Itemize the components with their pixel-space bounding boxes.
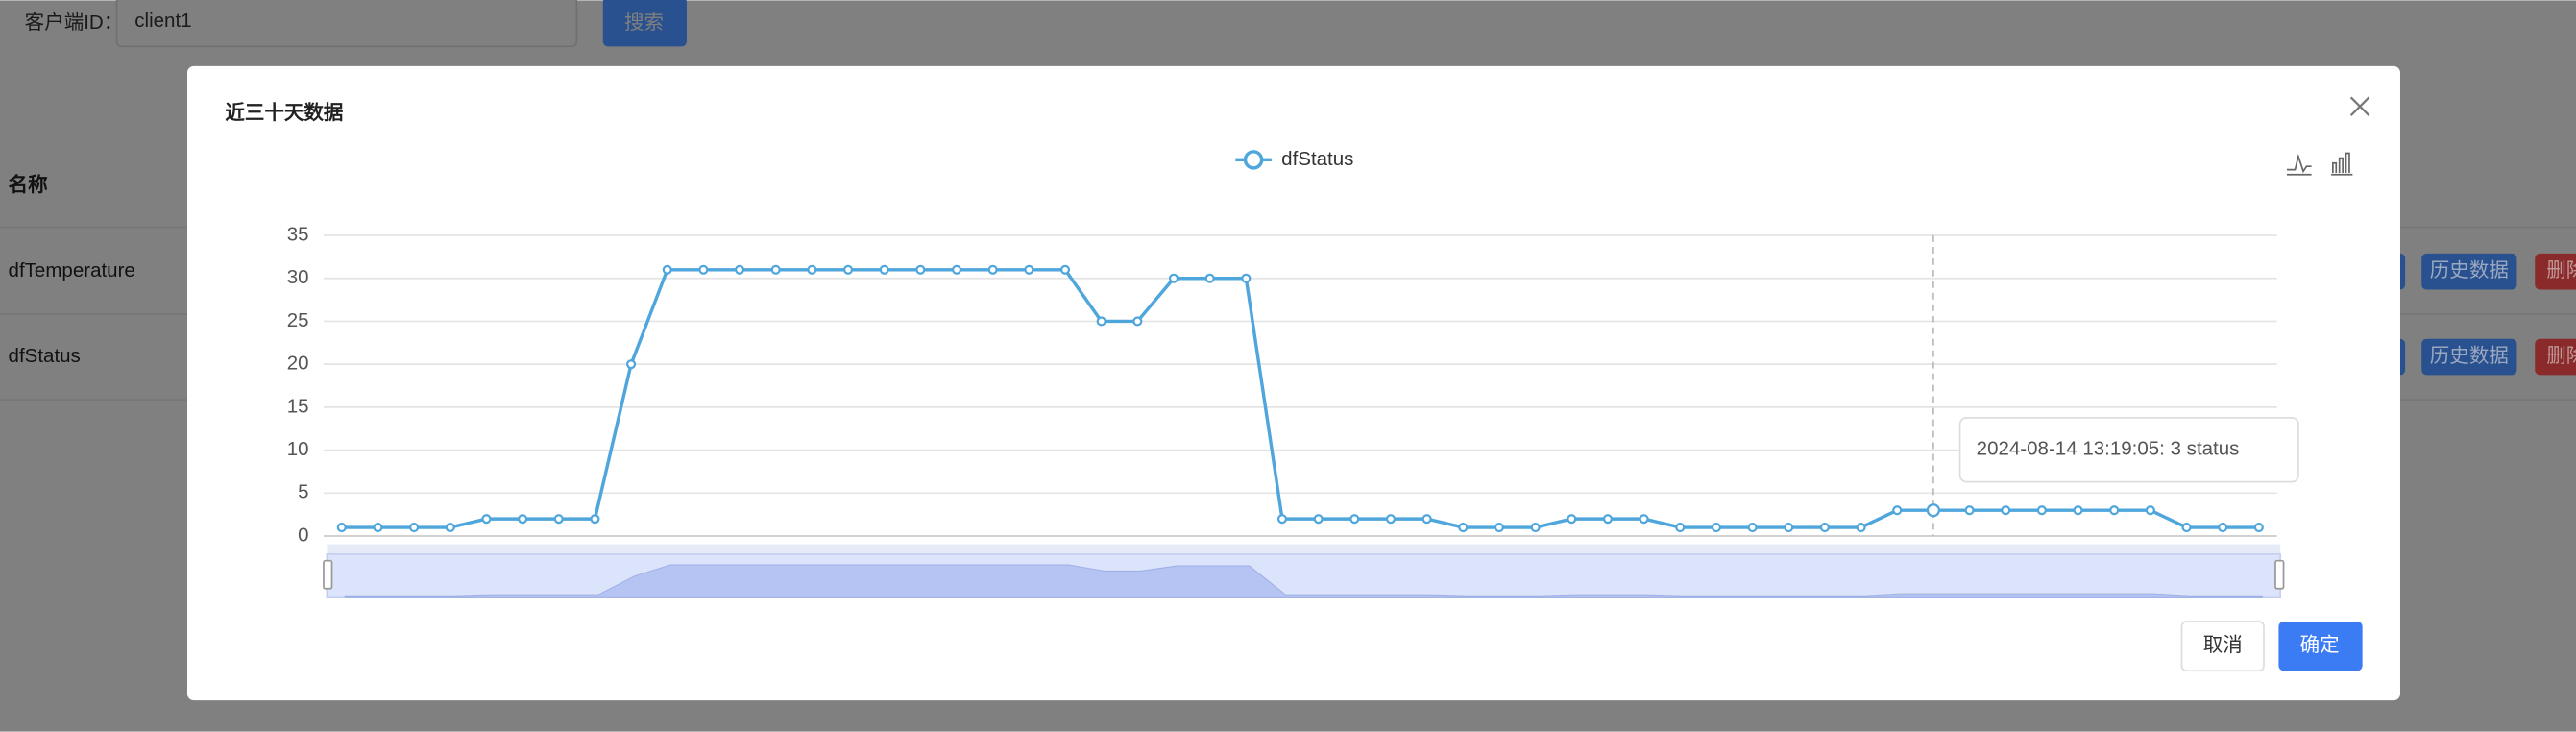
confirm-text: 确定 bbox=[2300, 634, 2340, 656]
data-point bbox=[1096, 316, 1106, 327]
legend-marker bbox=[1243, 150, 1264, 170]
y-tick-label: 15 bbox=[287, 395, 309, 417]
data-point bbox=[1059, 264, 1071, 275]
y-tick-label: 35 bbox=[287, 223, 309, 245]
data-point bbox=[2218, 523, 2228, 533]
data-point bbox=[553, 514, 564, 525]
row-name: dfStatus bbox=[9, 345, 81, 367]
data-point bbox=[1639, 514, 1649, 525]
cancel-text: 取消 bbox=[2203, 634, 2243, 656]
data-point bbox=[1602, 514, 1613, 525]
data-point bbox=[409, 523, 420, 533]
data-point bbox=[1747, 523, 1758, 533]
data-point bbox=[1168, 273, 1179, 283]
delete-button[interactable] bbox=[2535, 338, 2576, 376]
zoom-handle bbox=[323, 559, 333, 590]
data-point bbox=[1567, 514, 1577, 525]
bar-switch-icon[interactable] bbox=[2331, 152, 2353, 176]
data-point bbox=[2109, 505, 2120, 516]
data-point bbox=[2036, 505, 2047, 516]
data-point bbox=[1132, 316, 1143, 327]
data-point bbox=[770, 264, 781, 275]
delete-text: 删除 bbox=[2546, 345, 2576, 367]
search-input-text: client1 bbox=[134, 10, 191, 32]
data-point bbox=[987, 264, 998, 275]
data-point bbox=[1241, 273, 1252, 283]
y-tick-label: 30 bbox=[287, 266, 309, 288]
data-point bbox=[915, 264, 926, 275]
data-point bbox=[1675, 523, 1686, 533]
data-point bbox=[1926, 503, 1941, 518]
modal-title: 近三十天数据 bbox=[225, 101, 344, 124]
y-tick-label: 20 bbox=[287, 353, 309, 375]
data-point bbox=[1964, 505, 1975, 516]
data-point bbox=[2001, 505, 2011, 516]
zoom-handle bbox=[2274, 559, 2285, 590]
tooltip-text: 2024-08-14 13:19:05: 3 status bbox=[1977, 438, 2240, 460]
search-button-text: 搜索 bbox=[624, 12, 664, 34]
search-input[interactable] bbox=[115, 0, 578, 48]
data-point bbox=[336, 523, 347, 533]
delete-button[interactable] bbox=[2535, 253, 2576, 290]
data-point bbox=[518, 514, 528, 525]
row-name: dfTemperature bbox=[9, 259, 135, 281]
search-label: 客户端ID： bbox=[25, 12, 124, 34]
data-point bbox=[1494, 523, 1505, 533]
data-point bbox=[2253, 523, 2264, 533]
data-point bbox=[445, 523, 455, 533]
y-tick-label: 25 bbox=[287, 309, 309, 331]
data-point bbox=[1784, 523, 1794, 533]
modal bbox=[186, 65, 2400, 701]
data-point bbox=[2145, 505, 2155, 516]
data-point bbox=[626, 359, 637, 370]
data-point bbox=[1422, 514, 1432, 525]
data-point bbox=[373, 523, 383, 533]
search-button[interactable] bbox=[602, 0, 687, 47]
data-point bbox=[1458, 523, 1469, 533]
data-point bbox=[1024, 264, 1034, 275]
legend-label: dfStatus bbox=[1281, 148, 1353, 170]
y-tick-label: 0 bbox=[298, 524, 308, 546]
cancel-button[interactable] bbox=[2180, 621, 2265, 672]
data-point bbox=[807, 264, 817, 275]
data-point bbox=[879, 264, 889, 275]
data-point bbox=[590, 514, 600, 525]
history-text: 历史数据 bbox=[2430, 259, 2509, 281]
line-switch-icon[interactable] bbox=[2286, 153, 2312, 176]
data-point bbox=[1711, 523, 1721, 533]
data-point bbox=[1819, 523, 1830, 533]
data-point bbox=[698, 264, 709, 275]
zoom-track bbox=[327, 544, 2281, 554]
table-header: 名称 bbox=[9, 173, 49, 196]
tooltip-box bbox=[1958, 417, 2299, 483]
history-text: 历史数据 bbox=[2430, 345, 2509, 367]
y-tick-label: 10 bbox=[287, 438, 309, 460]
data-point bbox=[2073, 505, 2083, 516]
y-tick-label: 5 bbox=[298, 481, 308, 503]
delete-text: 删除 bbox=[2546, 259, 2576, 281]
data-point bbox=[951, 264, 962, 275]
data-point bbox=[843, 264, 854, 275]
data-point bbox=[1892, 505, 1903, 516]
zoom-area bbox=[344, 564, 2263, 598]
data-point bbox=[481, 514, 492, 525]
data-point bbox=[735, 264, 745, 275]
data-point bbox=[1856, 523, 1866, 533]
data-point bbox=[1276, 514, 1288, 525]
data-point bbox=[1204, 273, 1215, 283]
data-point bbox=[1349, 514, 1360, 525]
data-point bbox=[1313, 514, 1324, 525]
data-point bbox=[662, 264, 672, 275]
data-point bbox=[1385, 514, 1397, 525]
history-button[interactable] bbox=[2421, 338, 2517, 376]
history-button[interactable] bbox=[2421, 253, 2517, 290]
data-point bbox=[2181, 523, 2192, 533]
close-icon[interactable] bbox=[2349, 96, 2370, 116]
confirm-button[interactable] bbox=[2278, 621, 2363, 671]
data-point bbox=[1530, 523, 1541, 533]
